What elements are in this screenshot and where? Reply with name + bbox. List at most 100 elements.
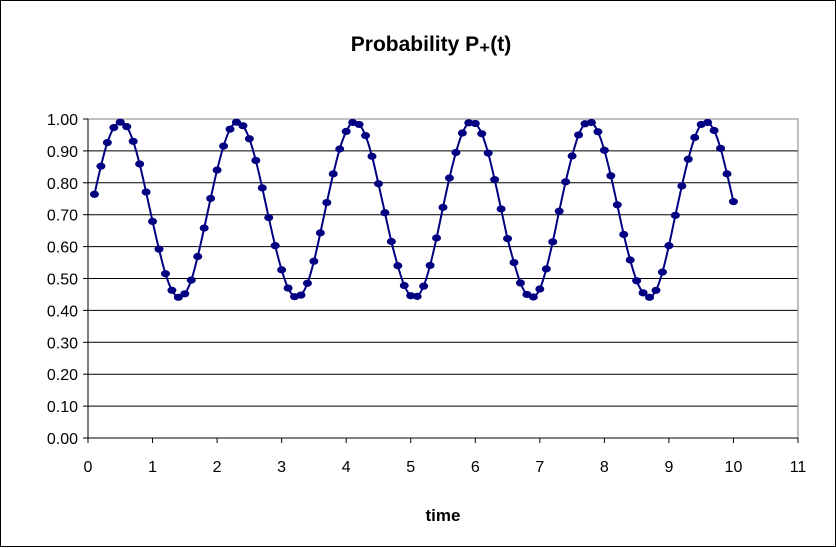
data-point bbox=[386, 237, 396, 246]
data-point bbox=[548, 238, 558, 246]
data-point bbox=[677, 182, 687, 190]
data-point bbox=[277, 266, 287, 274]
data-point bbox=[722, 170, 732, 178]
data-point bbox=[664, 242, 674, 250]
data-point bbox=[122, 123, 132, 131]
x-tick-label: 0 bbox=[84, 459, 93, 476]
data-point bbox=[206, 194, 216, 203]
x-axis-tick-labels: 0 1 2 3 4 5 6 7 8 9 10 11 bbox=[84, 459, 807, 476]
data-point bbox=[703, 118, 713, 127]
data-point bbox=[96, 162, 106, 170]
data-point bbox=[593, 128, 603, 136]
x-tick-label: 3 bbox=[277, 459, 286, 476]
x-tick-label: 8 bbox=[600, 459, 609, 476]
x-axis-title: time bbox=[426, 506, 461, 525]
data-point bbox=[148, 217, 158, 225]
data-point bbox=[490, 176, 500, 184]
data-point bbox=[225, 125, 235, 133]
data-point bbox=[283, 284, 293, 292]
data-point bbox=[561, 178, 571, 186]
axes bbox=[83, 118, 799, 443]
data-point bbox=[515, 279, 525, 287]
y-tick-label: 0.10 bbox=[47, 399, 78, 416]
data-point bbox=[128, 137, 138, 145]
data-point bbox=[361, 131, 371, 140]
data-point bbox=[657, 268, 667, 276]
data-point bbox=[509, 258, 519, 267]
data-point bbox=[322, 198, 332, 207]
data-point bbox=[354, 120, 364, 129]
data-point bbox=[199, 224, 209, 232]
y-tick-label: 0.30 bbox=[47, 335, 78, 352]
x-tick-label: 11 bbox=[790, 459, 807, 476]
data-point bbox=[135, 160, 145, 168]
y-axis-tick-labels: 0.00 0.10 0.20 0.30 0.40 0.50 0.60 0.70 0.80 0.90… bbox=[47, 112, 78, 448]
data-point bbox=[612, 201, 622, 209]
data-point bbox=[109, 124, 119, 132]
data-point bbox=[238, 122, 248, 130]
data-point bbox=[257, 184, 267, 192]
series bbox=[89, 118, 738, 301]
data-point bbox=[193, 252, 203, 261]
data-point bbox=[432, 234, 442, 242]
data-point bbox=[173, 293, 183, 301]
data-point bbox=[451, 148, 461, 157]
data-point bbox=[586, 118, 596, 127]
data-point bbox=[219, 142, 229, 150]
data-point bbox=[244, 135, 254, 143]
x-tick-label: 5 bbox=[406, 459, 415, 476]
x-tick-label: 10 bbox=[725, 459, 743, 476]
series-line bbox=[93, 120, 735, 299]
data-point bbox=[102, 139, 112, 147]
data-point bbox=[645, 293, 655, 301]
data-point bbox=[141, 188, 151, 196]
data-point bbox=[231, 118, 241, 126]
data-point bbox=[425, 261, 435, 270]
data-point bbox=[89, 190, 99, 198]
data-point bbox=[574, 131, 584, 139]
y-tick-label: 0.80 bbox=[47, 176, 78, 193]
data-point bbox=[180, 290, 190, 298]
data-point bbox=[154, 245, 164, 253]
y-tick-label: 0.50 bbox=[47, 272, 78, 289]
y-tick-label: 0.40 bbox=[47, 303, 78, 320]
data-point bbox=[606, 172, 616, 180]
y-tick-label: 0.90 bbox=[47, 144, 78, 161]
data-point bbox=[373, 180, 383, 188]
data-point bbox=[457, 129, 467, 137]
data-point bbox=[270, 242, 280, 250]
y-tick-label: 0.60 bbox=[47, 240, 78, 257]
data-point bbox=[296, 291, 306, 299]
data-point bbox=[212, 166, 222, 174]
x-tick-label: 4 bbox=[342, 459, 351, 476]
data-point bbox=[328, 170, 338, 178]
data-point bbox=[541, 265, 551, 273]
data-point bbox=[251, 156, 261, 165]
data-point bbox=[503, 235, 513, 243]
data-point bbox=[264, 213, 274, 222]
data-point bbox=[619, 230, 629, 239]
data-point bbox=[716, 144, 726, 152]
data-point bbox=[528, 293, 538, 301]
data-point bbox=[535, 285, 545, 293]
x-tick-label: 7 bbox=[535, 459, 544, 476]
data-point bbox=[367, 152, 377, 160]
data-point bbox=[567, 152, 577, 160]
x-tick-label: 2 bbox=[213, 459, 222, 476]
data-point bbox=[496, 205, 506, 213]
data-point bbox=[651, 286, 661, 294]
y-tick-label: 1.00 bbox=[47, 112, 78, 129]
data-point bbox=[438, 203, 448, 211]
data-point bbox=[625, 256, 635, 264]
data-point bbox=[444, 174, 454, 182]
data-point bbox=[167, 286, 177, 294]
data-point bbox=[399, 281, 409, 290]
data-point bbox=[554, 207, 564, 215]
data-point bbox=[341, 127, 351, 136]
data-point bbox=[709, 126, 719, 135]
data-point bbox=[186, 276, 196, 284]
data-point bbox=[599, 146, 609, 154]
data-point bbox=[470, 119, 480, 128]
data-point bbox=[160, 270, 170, 278]
